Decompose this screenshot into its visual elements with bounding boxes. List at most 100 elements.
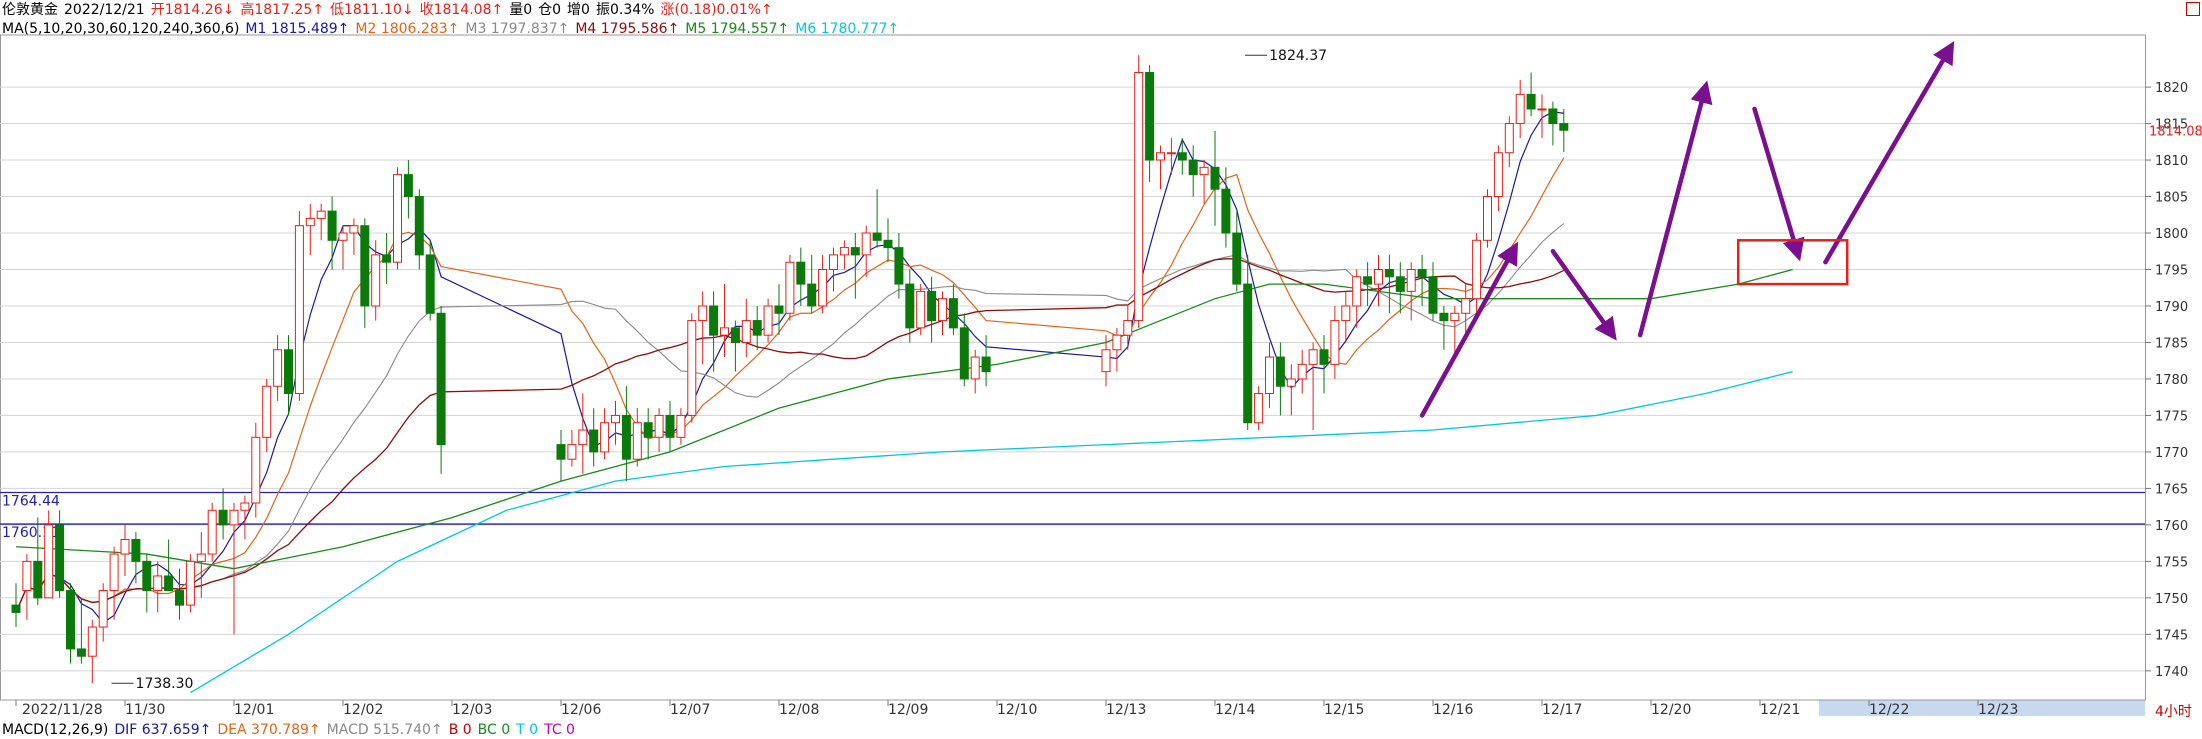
ma-label: MA(5,10,20,30,60,120,240,360,6) xyxy=(2,21,240,37)
price-header: 伦敦黄金 2022/12/21 开1814.26↓ 高1817.25↑ 低1811.10… xyxy=(2,1,779,19)
candle-body xyxy=(894,247,904,285)
x-tick-label: 12/03 xyxy=(452,702,492,718)
candle-body xyxy=(981,356,991,373)
x-tick-label: 12/14 xyxy=(1215,702,1255,718)
candle-body xyxy=(796,261,806,285)
candle-body xyxy=(654,414,664,438)
candle-body xyxy=(164,575,174,592)
ma-legend-item: M1 1815.489↑ xyxy=(245,21,350,37)
candle-body xyxy=(872,232,882,241)
candle-body xyxy=(632,422,642,460)
candle-body xyxy=(1101,349,1111,373)
candle-body xyxy=(436,312,446,446)
candle-body xyxy=(240,502,250,511)
current-price-label: 1814.08 xyxy=(2149,124,2202,139)
candle-body xyxy=(611,414,620,424)
ma30-line xyxy=(15,258,1565,613)
x-tick-label: 12/20 xyxy=(1651,702,1691,718)
x-tick-label: 12/15 xyxy=(1324,702,1364,718)
x-tick-label: 12/23 xyxy=(1978,702,2018,718)
y-tick-label: 1795 xyxy=(2155,263,2188,278)
candle-body xyxy=(131,538,141,562)
candle-body xyxy=(1134,71,1144,322)
x-tick-label: 12/10 xyxy=(997,702,1037,718)
x-tick-label: 12/01 xyxy=(234,702,274,718)
candle-body xyxy=(1472,239,1482,300)
candle-body xyxy=(1428,276,1438,314)
candle-body xyxy=(709,305,719,336)
ma60-line xyxy=(15,268,1793,570)
restore-window-button[interactable] xyxy=(2186,2,2200,16)
y-tick-label: 1805 xyxy=(2155,191,2188,206)
high-value: 高1817.25↑ xyxy=(240,2,324,18)
candle-body xyxy=(883,239,893,249)
candle-body xyxy=(643,422,653,438)
candle-body xyxy=(970,356,980,380)
candle-body xyxy=(1243,283,1253,424)
projection-box xyxy=(1736,239,1849,286)
y-tick-label: 1815 xyxy=(2155,118,2188,133)
candle-body xyxy=(414,196,424,256)
bar-date: 2022/12/21 xyxy=(64,2,145,18)
candle-body xyxy=(567,444,577,460)
ma-legend-item: M4 1795.586↑ xyxy=(575,21,680,37)
candle-body xyxy=(393,174,402,263)
candle-body xyxy=(676,414,686,438)
candle-body xyxy=(1384,268,1394,278)
support-line-label: 1764.44 xyxy=(2,493,60,509)
candle-body xyxy=(218,509,228,526)
position-value: 仓0 xyxy=(538,2,562,18)
low-value: 低1811.10↓ xyxy=(329,2,414,18)
candle-body xyxy=(1352,276,1362,307)
y-tick-label: 1745 xyxy=(2155,628,2188,643)
candle-body xyxy=(861,232,871,256)
candle-body xyxy=(98,590,108,628)
candle-body xyxy=(938,298,947,322)
y-tick-label: 1755 xyxy=(2155,555,2188,570)
candle-body xyxy=(730,327,740,343)
candle-body xyxy=(829,254,838,270)
ma-legend-item: M3 1797.837↑ xyxy=(465,21,570,37)
candle-body xyxy=(1504,123,1514,154)
candle-body xyxy=(196,553,206,562)
candle-body xyxy=(763,305,773,336)
candle-body xyxy=(305,217,315,227)
close-value: 收1814.08↑ xyxy=(419,2,504,18)
y-tick-label: 1740 xyxy=(2155,665,2188,680)
candle-body xyxy=(1166,152,1176,155)
candle-body xyxy=(229,509,239,526)
y-tick-label: 1810 xyxy=(2155,154,2188,169)
ma-legend: MA(5,10,20,30,60,120,240,360,6) M1 1815.4… xyxy=(2,20,911,38)
candle-body xyxy=(185,560,195,606)
candle-body xyxy=(175,590,184,606)
candle-body xyxy=(22,560,32,592)
candle-body xyxy=(371,254,381,307)
candle-body xyxy=(850,247,860,256)
trend-arrow-down-1 xyxy=(1550,249,1617,341)
candle-body xyxy=(66,590,75,650)
candle-body xyxy=(665,414,675,438)
candle-body xyxy=(1493,152,1503,198)
candle-body xyxy=(382,254,392,263)
candle-body xyxy=(76,648,86,657)
candle-body xyxy=(349,225,359,234)
candle-body xyxy=(785,261,795,314)
candle-body xyxy=(687,320,697,416)
plot-frame xyxy=(0,34,2146,701)
candle-body xyxy=(87,626,97,657)
y-tick-label: 1780 xyxy=(2155,373,2188,388)
candle-body xyxy=(1210,166,1220,190)
candle-body xyxy=(1112,334,1122,351)
candle-body xyxy=(316,210,326,219)
y-tick-label: 1790 xyxy=(2155,300,2188,315)
candle-body xyxy=(1515,93,1525,125)
extreme-label: 1738.30 xyxy=(136,676,194,692)
candle-body xyxy=(752,320,762,336)
x-tick-label: 12/09 xyxy=(888,702,928,718)
change-value: 涨(0.18)0.01%↑ xyxy=(660,2,773,18)
x-tick-label: 2022/11/28 xyxy=(22,702,103,718)
ma10-line xyxy=(15,157,1565,613)
trend-arrow-down-2 xyxy=(1752,106,1805,262)
ma5-line xyxy=(15,111,1564,624)
y-tick-label: 1770 xyxy=(2155,446,2188,461)
